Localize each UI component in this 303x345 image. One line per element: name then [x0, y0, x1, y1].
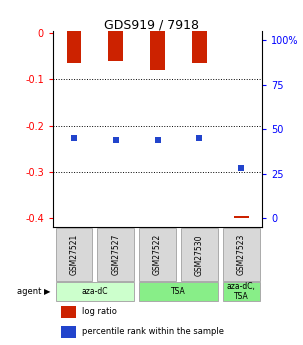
Text: GSM27527: GSM27527	[111, 234, 120, 276]
Text: GSM27530: GSM27530	[195, 234, 204, 276]
Bar	[55, 228, 92, 281]
Text: log ratio: log ratio	[82, 307, 117, 316]
Text: GSM27523: GSM27523	[237, 234, 246, 276]
Text: percentile rank within the sample: percentile rank within the sample	[82, 327, 224, 336]
Bar	[139, 228, 176, 281]
Bar	[181, 228, 218, 281]
Bar	[150, 0, 165, 70]
Text: GDS919 / 7918: GDS919 / 7918	[104, 19, 199, 32]
Bar	[62, 306, 76, 318]
Bar	[223, 228, 260, 281]
Text: GSM27521: GSM27521	[69, 234, 78, 275]
Bar	[62, 326, 76, 337]
Bar	[139, 283, 218, 301]
Text: GSM27522: GSM27522	[153, 234, 162, 275]
Text: agent ▶: agent ▶	[17, 287, 51, 296]
Bar	[67, 0, 81, 63]
Bar	[223, 283, 260, 301]
Text: aza-dC,
TSA: aza-dC, TSA	[227, 282, 256, 302]
Text: aza-dC: aza-dC	[82, 287, 108, 296]
Bar	[108, 0, 123, 61]
Bar	[192, 0, 207, 63]
Text: TSA: TSA	[171, 287, 186, 296]
Bar	[55, 283, 134, 301]
Bar	[97, 228, 134, 281]
Bar	[234, 216, 248, 218]
